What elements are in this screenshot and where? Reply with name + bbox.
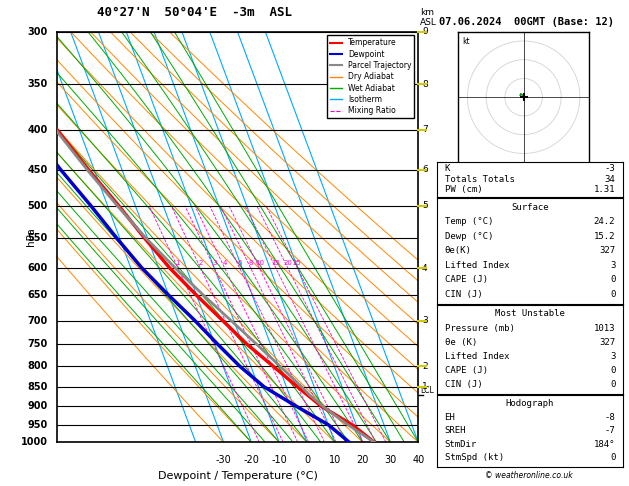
Text: 2: 2 bbox=[198, 260, 203, 266]
Text: 10: 10 bbox=[255, 260, 264, 266]
Text: 9: 9 bbox=[422, 27, 428, 36]
Text: 327: 327 bbox=[599, 338, 615, 347]
Text: Dewpoint / Temperature (°C): Dewpoint / Temperature (°C) bbox=[157, 471, 318, 481]
Text: 550: 550 bbox=[27, 233, 48, 243]
Text: -3: -3 bbox=[604, 164, 615, 173]
Text: 3: 3 bbox=[212, 260, 216, 266]
Text: 450: 450 bbox=[27, 165, 48, 175]
Text: 6: 6 bbox=[422, 165, 428, 174]
Text: hPa: hPa bbox=[26, 227, 36, 246]
Text: 800: 800 bbox=[27, 361, 48, 371]
Text: 8: 8 bbox=[248, 260, 253, 266]
Text: 10: 10 bbox=[329, 454, 341, 465]
Text: 3: 3 bbox=[610, 261, 615, 270]
Text: 0: 0 bbox=[610, 290, 615, 299]
Text: 40°27'N  50°04'E  -3m  ASL: 40°27'N 50°04'E -3m ASL bbox=[96, 6, 292, 19]
Text: 0: 0 bbox=[304, 454, 310, 465]
Text: Lifted Index: Lifted Index bbox=[445, 352, 509, 361]
Legend: Temperature, Dewpoint, Parcel Trajectory, Dry Adiabat, Wet Adiabat, Isotherm, Mi: Temperature, Dewpoint, Parcel Trajectory… bbox=[327, 35, 415, 118]
Text: 24.2: 24.2 bbox=[594, 217, 615, 226]
Text: -7: -7 bbox=[604, 426, 615, 435]
Text: θe(K): θe(K) bbox=[445, 246, 472, 255]
Text: EH: EH bbox=[445, 413, 455, 421]
Text: CAPE (J): CAPE (J) bbox=[445, 366, 487, 375]
Text: 0: 0 bbox=[610, 453, 615, 462]
Text: SREH: SREH bbox=[445, 426, 466, 435]
Text: CIN (J): CIN (J) bbox=[445, 380, 482, 389]
Text: 0: 0 bbox=[610, 380, 615, 389]
Text: CAPE (J): CAPE (J) bbox=[445, 275, 487, 284]
Text: 1: 1 bbox=[175, 260, 180, 266]
Text: 3: 3 bbox=[610, 352, 615, 361]
Text: 0: 0 bbox=[610, 275, 615, 284]
Text: 650: 650 bbox=[27, 290, 48, 300]
Text: Surface: Surface bbox=[511, 203, 548, 212]
Text: 700: 700 bbox=[27, 315, 48, 326]
Text: -30: -30 bbox=[216, 454, 231, 465]
Text: -8: -8 bbox=[604, 413, 615, 421]
Text: K: K bbox=[445, 164, 450, 173]
Text: © weatheronline.co.uk: © weatheronline.co.uk bbox=[484, 471, 572, 480]
Text: Lifted Index: Lifted Index bbox=[445, 261, 509, 270]
Text: 1: 1 bbox=[422, 382, 428, 391]
Text: 6: 6 bbox=[237, 260, 242, 266]
Text: 25: 25 bbox=[293, 260, 302, 266]
Text: Totals Totals: Totals Totals bbox=[445, 175, 515, 184]
Text: 20: 20 bbox=[357, 454, 369, 465]
Text: 500: 500 bbox=[27, 201, 48, 211]
Text: -10: -10 bbox=[271, 454, 287, 465]
Text: 1013: 1013 bbox=[594, 324, 615, 332]
Text: 327: 327 bbox=[599, 246, 615, 255]
Text: 350: 350 bbox=[27, 79, 48, 89]
Text: -20: -20 bbox=[243, 454, 259, 465]
Text: StmDir: StmDir bbox=[445, 440, 477, 449]
Text: Mixing Ratio (g/kg): Mixing Ratio (g/kg) bbox=[450, 197, 459, 277]
Text: 30: 30 bbox=[384, 454, 397, 465]
Text: 600: 600 bbox=[27, 263, 48, 273]
Text: 1.31: 1.31 bbox=[594, 186, 615, 194]
Text: CIN (J): CIN (J) bbox=[445, 290, 482, 299]
Text: 950: 950 bbox=[27, 420, 48, 430]
Text: LCL: LCL bbox=[420, 386, 434, 395]
Text: Hodograph: Hodograph bbox=[506, 399, 554, 408]
Text: StmSpd (kt): StmSpd (kt) bbox=[445, 453, 504, 462]
Text: 40: 40 bbox=[412, 454, 425, 465]
Text: 4: 4 bbox=[422, 263, 428, 273]
Text: 5: 5 bbox=[422, 201, 428, 210]
Text: 400: 400 bbox=[27, 125, 48, 135]
Text: 0: 0 bbox=[610, 366, 615, 375]
Text: 07.06.2024  00GMT (Base: 12): 07.06.2024 00GMT (Base: 12) bbox=[439, 17, 614, 27]
Text: 8: 8 bbox=[422, 80, 428, 88]
Text: 2: 2 bbox=[422, 362, 428, 371]
Text: 7: 7 bbox=[422, 125, 428, 134]
Text: 750: 750 bbox=[27, 339, 48, 349]
Text: 4: 4 bbox=[223, 260, 227, 266]
Text: Pressure (mb): Pressure (mb) bbox=[445, 324, 515, 332]
Text: PW (cm): PW (cm) bbox=[445, 186, 482, 194]
Text: 15: 15 bbox=[271, 260, 281, 266]
Text: 15.2: 15.2 bbox=[594, 232, 615, 241]
Text: km
ASL: km ASL bbox=[420, 8, 437, 28]
Text: 20: 20 bbox=[284, 260, 292, 266]
Text: Dewp (°C): Dewp (°C) bbox=[445, 232, 493, 241]
Text: kt: kt bbox=[462, 37, 469, 46]
Text: 900: 900 bbox=[27, 401, 48, 411]
Text: 3: 3 bbox=[422, 316, 428, 325]
Text: θe (K): θe (K) bbox=[445, 338, 477, 347]
Text: 300: 300 bbox=[27, 27, 48, 36]
Text: Most Unstable: Most Unstable bbox=[495, 310, 565, 318]
Text: 850: 850 bbox=[27, 382, 48, 392]
Text: Temp (°C): Temp (°C) bbox=[445, 217, 493, 226]
Text: 34: 34 bbox=[604, 175, 615, 184]
Text: 1000: 1000 bbox=[21, 437, 48, 447]
Text: 184°: 184° bbox=[594, 440, 615, 449]
